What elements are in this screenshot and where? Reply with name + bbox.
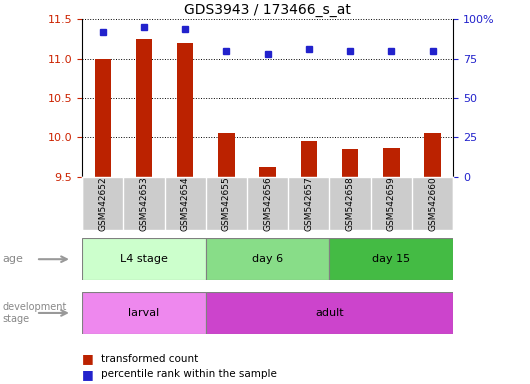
Text: day 15: day 15 (372, 254, 410, 264)
Title: GDS3943 / 173466_s_at: GDS3943 / 173466_s_at (184, 3, 351, 17)
Text: age: age (3, 254, 23, 264)
Text: adult: adult (315, 308, 344, 318)
Bar (301, 141, 317, 177)
Bar (425, 133, 441, 177)
Text: GSM542656: GSM542656 (263, 176, 272, 231)
Text: development
stage: development stage (3, 302, 67, 324)
Text: GSM542657: GSM542657 (304, 176, 313, 231)
Text: transformed count: transformed count (101, 354, 198, 364)
Text: ■: ■ (82, 353, 94, 366)
Bar (206, 238, 330, 280)
Text: day 6: day 6 (252, 254, 283, 264)
Bar (259, 167, 276, 177)
Bar (206, 292, 453, 334)
Text: GSM542655: GSM542655 (222, 176, 231, 231)
Text: GSM542653: GSM542653 (139, 176, 148, 231)
Text: percentile rank within the sample: percentile rank within the sample (101, 369, 277, 379)
Bar (94, 59, 111, 177)
Text: GSM542658: GSM542658 (346, 176, 355, 231)
Bar (330, 238, 453, 280)
Bar (82, 238, 206, 280)
Text: GSM542654: GSM542654 (181, 176, 190, 231)
Text: L4 stage: L4 stage (120, 254, 168, 264)
Text: larval: larval (128, 308, 160, 318)
Bar (177, 43, 193, 177)
Text: GSM542652: GSM542652 (98, 176, 107, 231)
Text: ■: ■ (82, 368, 94, 381)
Text: GSM542659: GSM542659 (387, 176, 396, 231)
Bar (218, 133, 235, 177)
Bar (82, 292, 206, 334)
Bar (342, 149, 358, 177)
Bar (136, 39, 152, 177)
Bar (383, 147, 400, 177)
Text: GSM542660: GSM542660 (428, 176, 437, 231)
